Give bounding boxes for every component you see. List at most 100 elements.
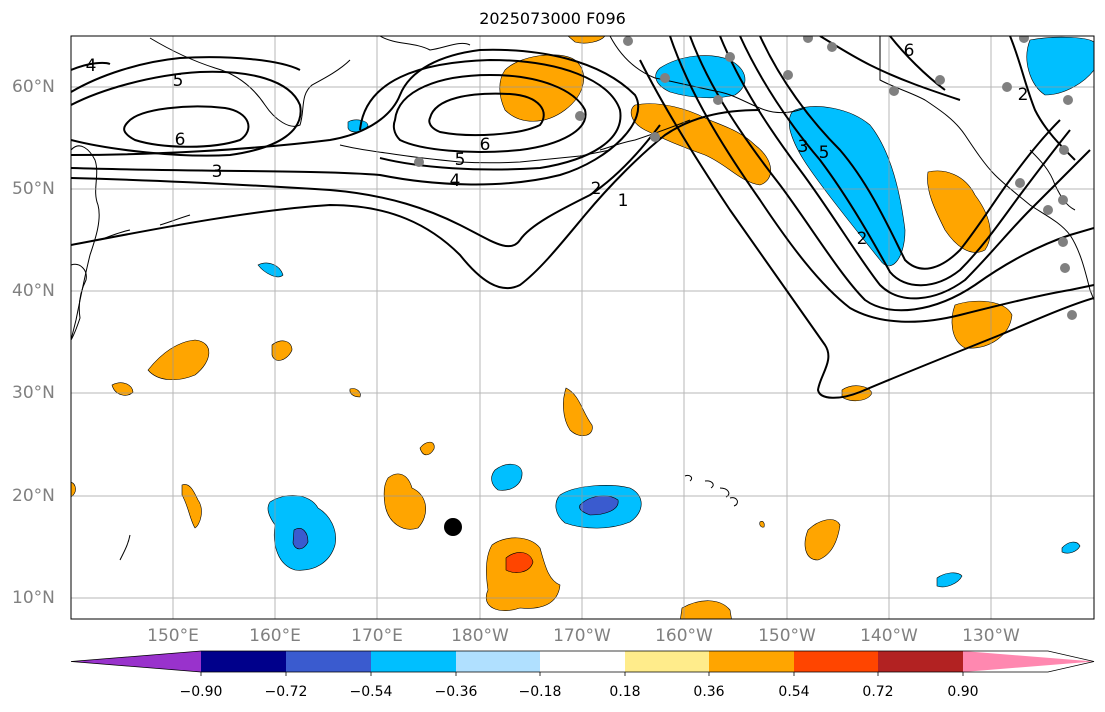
coastline-alaska bbox=[609, 36, 806, 114]
contour-label: 6 bbox=[480, 135, 491, 155]
station-dot bbox=[623, 36, 633, 46]
station-dot bbox=[414, 157, 424, 167]
anomaly-patch bbox=[759, 521, 765, 528]
colorbar-extend-min bbox=[71, 651, 201, 672]
contour-label: 1 bbox=[618, 191, 629, 211]
colorbar-tick-label: 0.90 bbox=[947, 684, 979, 700]
anomaly-patch bbox=[563, 387, 593, 437]
station-dot bbox=[889, 86, 899, 96]
contour-label: 5 bbox=[455, 150, 466, 170]
station-dot bbox=[1043, 205, 1053, 215]
anomaly-patch bbox=[181, 484, 202, 529]
colorbar-tick-label: 0.36 bbox=[693, 684, 725, 700]
contour-label: 3 bbox=[798, 137, 809, 157]
anomaly-patch bbox=[347, 119, 369, 133]
contour-label-group: 4 5 6 3 6 5 4 2 1 6 3 5 2 2 bbox=[86, 41, 1029, 249]
colorbar-segment bbox=[286, 651, 371, 672]
anomaly-patch bbox=[1061, 541, 1081, 554]
lat-label: 20°N bbox=[12, 486, 55, 506]
coastline-hawaii bbox=[684, 475, 738, 507]
lat-label: 30°N bbox=[12, 383, 55, 403]
colorbar-tick-label: −0.54 bbox=[349, 684, 393, 700]
contour-line bbox=[669, 36, 1094, 323]
contour-line bbox=[123, 105, 250, 148]
coastline-chukotka bbox=[379, 36, 471, 51]
storm-center-marker bbox=[444, 518, 462, 536]
colorbar-tick-label: 0.54 bbox=[778, 684, 810, 700]
lon-label: 150°E bbox=[147, 626, 199, 646]
anomaly-patch bbox=[505, 552, 534, 573]
colorbar bbox=[70, 650, 1095, 676]
contour-label: 2 bbox=[857, 229, 868, 249]
negative-anomaly-areas bbox=[257, 36, 1094, 588]
gridlines bbox=[71, 36, 1094, 619]
station-dot bbox=[935, 75, 945, 85]
contour-line bbox=[392, 73, 587, 153]
lat-label: 40°N bbox=[12, 281, 55, 301]
station-dot bbox=[1002, 82, 1012, 92]
station-dot bbox=[1015, 178, 1025, 188]
colorbar-tick-label: −0.72 bbox=[264, 684, 308, 700]
map-title: 2025073000 F096 bbox=[479, 9, 626, 28]
lon-label: 170°W bbox=[553, 626, 611, 646]
coastline-alaska-pen bbox=[599, 119, 691, 151]
anomaly-patch bbox=[292, 528, 309, 550]
colorbar-tick-label: −0.90 bbox=[179, 684, 223, 700]
coastline-asia bbox=[71, 145, 100, 341]
station-dot bbox=[725, 52, 735, 62]
station-dot bbox=[713, 95, 723, 105]
lon-label: 180°W bbox=[451, 626, 509, 646]
lon-label: 140°W bbox=[860, 626, 918, 646]
contour-line bbox=[71, 48, 640, 186]
station-dot bbox=[803, 36, 813, 43]
lat-label: 50°N bbox=[12, 179, 55, 199]
anomaly-patch bbox=[936, 572, 963, 588]
coastline-aleutians bbox=[339, 144, 611, 164]
station-dot bbox=[1059, 145, 1069, 155]
colorbar-tick-label: −0.36 bbox=[434, 684, 478, 700]
colorbar-extend-max bbox=[963, 651, 1094, 672]
station-dot bbox=[1058, 237, 1068, 247]
colorbar-segment bbox=[456, 651, 540, 672]
contour-line bbox=[71, 61, 111, 71]
contour-label: 5 bbox=[173, 71, 184, 91]
anomaly-patch bbox=[680, 600, 732, 619]
contour-line bbox=[719, 36, 1091, 300]
contour-line bbox=[71, 70, 302, 157]
colorbar-segment bbox=[625, 651, 709, 672]
colorbar-segment bbox=[371, 651, 456, 672]
lon-label: 130°W bbox=[962, 626, 1020, 646]
colorbar-tick-label: 0.72 bbox=[862, 684, 894, 700]
anomaly-patch bbox=[383, 473, 426, 530]
contour-line bbox=[739, 36, 1071, 287]
contour-line bbox=[759, 36, 1061, 270]
contour-line bbox=[639, 59, 1094, 399]
anomaly-patch bbox=[1026, 36, 1094, 96]
contour-label: 6 bbox=[175, 130, 186, 150]
anomaly-patch bbox=[111, 382, 134, 396]
anomaly-patch bbox=[804, 519, 841, 561]
contour-label: 4 bbox=[450, 171, 461, 191]
station-markers bbox=[414, 36, 1077, 320]
station-dot bbox=[1058, 195, 1068, 205]
station-dot bbox=[1063, 95, 1073, 105]
colorbar-segment bbox=[709, 651, 794, 672]
anomaly-patch bbox=[147, 339, 210, 380]
colorbar-tick-label: 0.18 bbox=[609, 684, 641, 700]
anomaly-patch bbox=[485, 537, 561, 611]
station-dot bbox=[1060, 263, 1070, 273]
station-dot bbox=[650, 132, 660, 142]
contour-line bbox=[689, 36, 1094, 312]
colorbar-segment bbox=[540, 651, 625, 672]
anomaly-patch bbox=[788, 106, 906, 267]
lat-label: 10°N bbox=[12, 588, 55, 608]
contour-label: 5 bbox=[819, 143, 830, 163]
lon-label: 160°E bbox=[249, 626, 301, 646]
contour-line bbox=[71, 56, 301, 93]
station-dot bbox=[660, 73, 670, 83]
anomaly-patch bbox=[257, 262, 284, 278]
lon-label: 160°W bbox=[655, 626, 713, 646]
station-dot bbox=[827, 42, 837, 52]
contour-line bbox=[71, 109, 761, 290]
